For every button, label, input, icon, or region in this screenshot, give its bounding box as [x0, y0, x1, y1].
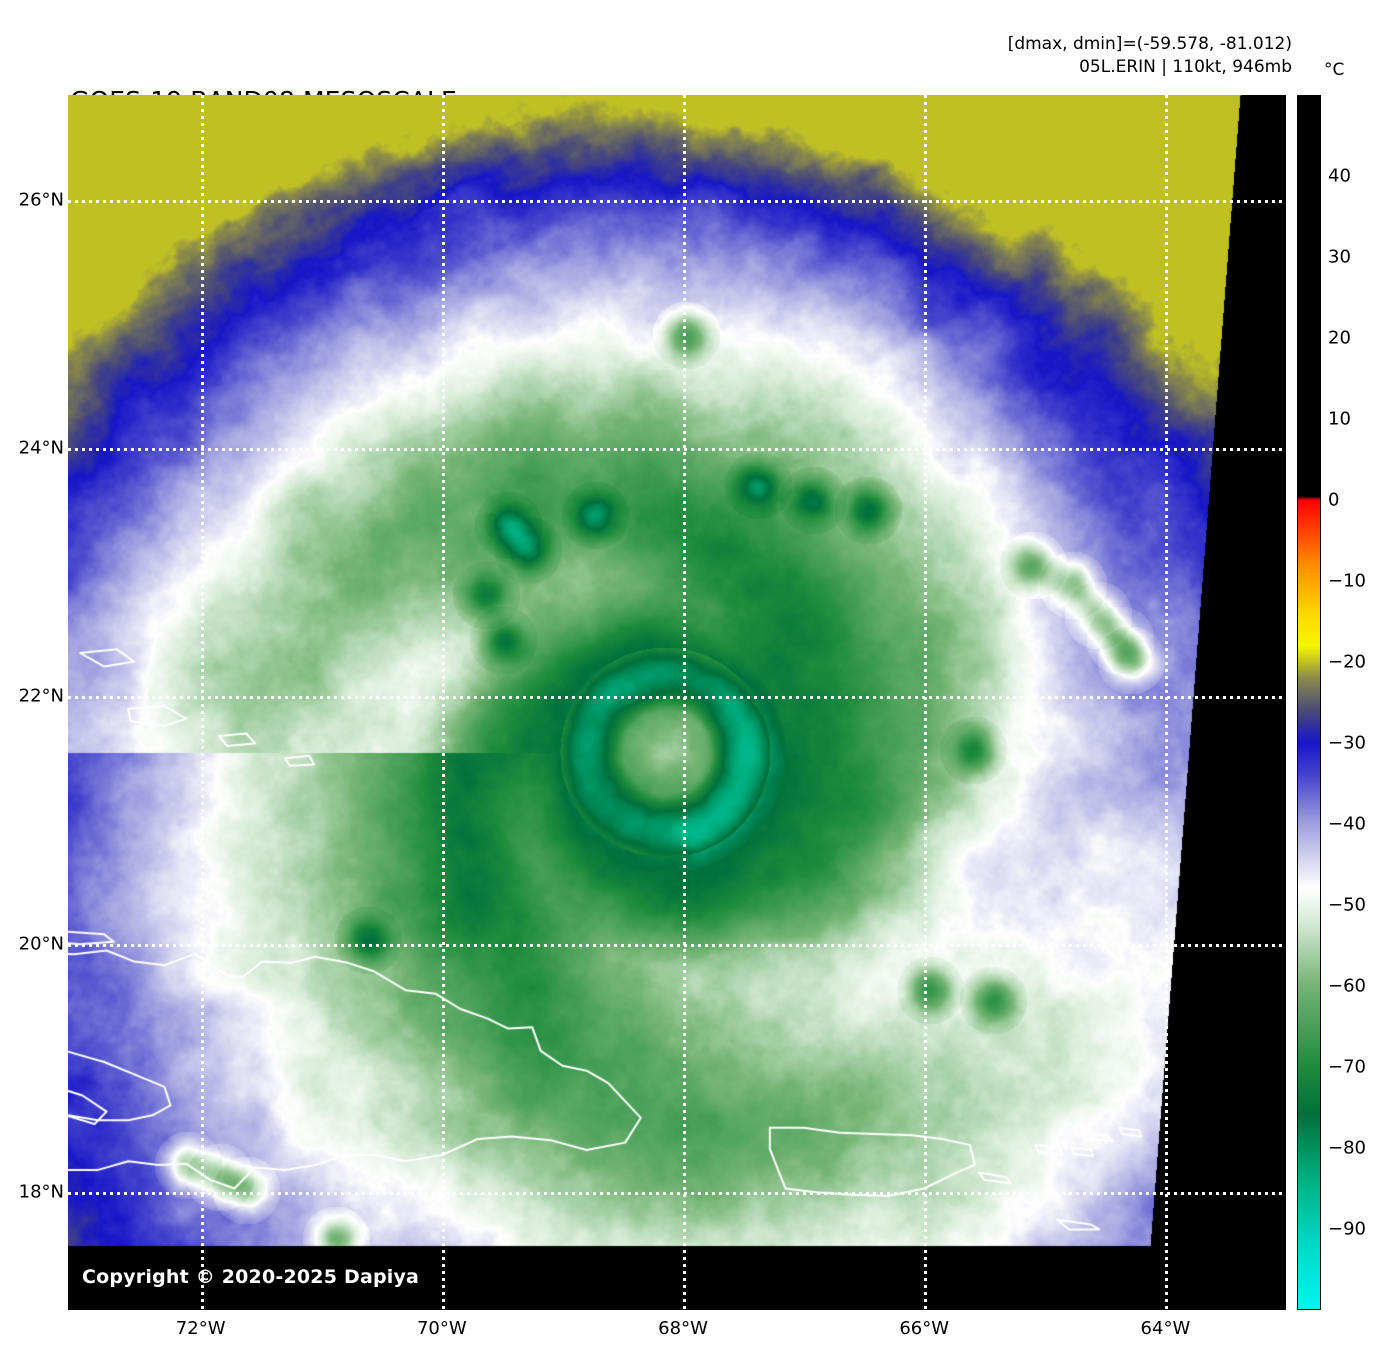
chart-metadata-block: [dmax, dmin]=(-59.578, -81.012) 05L.ERIN…: [1008, 33, 1292, 79]
colorbar-tick: −70: [1328, 1056, 1366, 1078]
temperature-colorbar: [1297, 95, 1321, 1310]
latitude-tick-label: 20°N: [18, 933, 64, 955]
colorbar-tick: 30: [1328, 246, 1351, 268]
colorbar-tick: −20: [1328, 651, 1366, 673]
longitude-tick-label: 68°W: [658, 1318, 708, 1339]
latitude-tick-label: 22°N: [18, 685, 64, 707]
colorbar-tick: −30: [1328, 732, 1366, 754]
colorbar-tick: 20: [1328, 327, 1351, 349]
colorbar-tick: 40: [1328, 165, 1351, 187]
colorbar-tick: 10: [1328, 408, 1351, 430]
colorbar-tick: −50: [1328, 894, 1366, 916]
longitude-tick-label: 72°W: [175, 1318, 226, 1339]
longitude-tick-label: 64°W: [1140, 1318, 1191, 1339]
colorbar-tick: −10: [1328, 570, 1366, 592]
latitude-tick-label: 18°N: [18, 1181, 64, 1203]
colorbar-tick: −60: [1328, 975, 1366, 997]
colorbar-tick: 0: [1328, 489, 1340, 511]
copyright-label: Copyright © 2020-2025 Dapiya: [82, 1266, 420, 1288]
colorbar-unit-label: °C: [1324, 60, 1345, 80]
colorbar-tick: −40: [1328, 813, 1366, 835]
storm-info-label: 05L.ERIN | 110kt, 946mb: [1079, 57, 1292, 77]
longitude-tick-label: 66°W: [899, 1318, 950, 1339]
latitude-tick-label: 24°N: [18, 437, 64, 459]
latitude-tick-label: 26°N: [18, 189, 64, 211]
satellite-imagery-canvas: [68, 95, 1286, 1310]
satellite-image-plot: Copyright © 2020-2025 Dapiya: [68, 95, 1286, 1310]
longitude-tick-label: 70°W: [416, 1318, 467, 1339]
colorbar-tick: −90: [1328, 1218, 1366, 1240]
data-minmax-label: [dmax, dmin]=(-59.578, -81.012): [1007, 34, 1292, 54]
colorbar-gradient: [1298, 96, 1320, 1309]
colorbar-tick: −80: [1328, 1137, 1366, 1159]
